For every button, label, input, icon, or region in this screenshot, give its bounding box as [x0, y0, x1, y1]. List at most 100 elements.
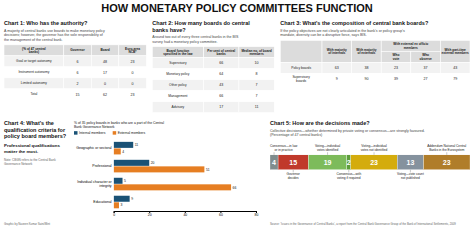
text-line: Limited autonomy — [21, 81, 47, 85]
table-cell — [91, 67, 119, 78]
text-line: 66 — [219, 61, 223, 65]
text-line: Total — [30, 92, 37, 96]
table-cell — [440, 40, 470, 62]
text-line: not published — [401, 176, 420, 180]
table-cell — [411, 51, 441, 62]
cell-value: 64 — [219, 72, 223, 76]
text-line: banks — [217, 52, 226, 56]
row-label: Advisory — [172, 105, 185, 109]
table-cell — [91, 45, 119, 56]
chart-root: HOW MONETARY POLICY COMMITTEES FUNCTION C… — [0, 0, 474, 227]
column-header: Median no. of boardmembers — [241, 49, 271, 57]
table-cell — [322, 40, 352, 62]
bar-segment — [270, 155, 278, 170]
table-cell — [204, 47, 239, 58]
chart-title: Chart 3: What's the composition of centr… — [280, 20, 429, 26]
text-line: 0 — [132, 71, 134, 75]
data-label: 19 — [324, 159, 332, 166]
table-cell — [64, 89, 92, 100]
table-cell — [322, 62, 352, 73]
row-label: Instrument autonomy — [18, 70, 49, 74]
text-line: 37 — [424, 66, 428, 70]
bar — [114, 178, 123, 184]
text-line: 8 — [256, 72, 258, 76]
text-line: Professional — [92, 164, 111, 168]
segment-label: Governordecides — [287, 172, 301, 180]
bar — [114, 196, 130, 202]
text-line: Educational — [93, 200, 112, 204]
text-line: 6 — [77, 71, 79, 75]
text-line: 4 — [272, 159, 276, 166]
bar — [114, 166, 205, 172]
text-line: Banks in the Eurosystem — [429, 148, 465, 152]
data-label: 4 — [122, 150, 124, 154]
text-line: 63 — [335, 66, 339, 70]
text-line: integrity — [99, 184, 112, 188]
segment-label: Voting—vote countnot published — [397, 172, 424, 180]
text-line: votes not identified — [361, 148, 388, 152]
text-line: 2 — [77, 82, 79, 86]
table-cell — [239, 58, 274, 69]
table-cell — [352, 73, 382, 84]
text-line: 48 — [103, 60, 107, 64]
text-line: 23 — [131, 93, 135, 97]
segment-label: Consensus—withvoting if required — [336, 172, 361, 180]
annotation: Note: CBGN refers to the Central BankGov… — [4, 158, 56, 166]
table-cell — [381, 62, 411, 73]
table-cell — [204, 80, 239, 91]
cell-value: 17 — [103, 71, 107, 75]
cell-value: 7 — [256, 83, 258, 87]
table-cell — [119, 67, 147, 78]
bars — [114, 142, 231, 208]
segment-label: Voting—individualvotes identified — [315, 144, 341, 152]
bar-segment — [351, 155, 397, 170]
text-line: Chart 4: What's the — [4, 120, 54, 126]
text-line: Management — [168, 94, 187, 98]
text-line: Goal or target autonomy — [16, 59, 52, 63]
credit: Graphic by Naveen Kumar Saini/Mint — [4, 222, 50, 226]
text-line: of externals — [357, 51, 375, 55]
tick: Educational — [93, 200, 112, 204]
cell-value: 37 — [424, 66, 428, 70]
tick: Geographic or sectoral — [76, 146, 112, 150]
table-cell — [204, 91, 239, 102]
column-header: Governor — [70, 48, 85, 52]
row-label: Total — [30, 92, 37, 96]
table-cell — [411, 73, 441, 84]
text-line: Chart 3: What's the composition of centr… — [280, 20, 429, 26]
leader-line — [348, 170, 349, 173]
text-line: 3 — [120, 203, 122, 207]
chart-subtitle: A majority of central banks use boards t… — [4, 29, 105, 42]
row-label: Management — [168, 94, 187, 98]
cell-value: 27 — [424, 77, 428, 81]
text-line: HOW MONETARY POLICY COMMITTEES FUNCTION — [101, 2, 373, 14]
cell-value: 79 — [453, 77, 457, 81]
table-cell — [152, 102, 203, 113]
text-line: Instrument autonomy — [18, 70, 49, 74]
text-line: matter the most. — [4, 149, 38, 154]
column-header: Board functionspecified in the law — [163, 49, 193, 57]
leader-line — [374, 152, 375, 155]
text-line: 64 — [219, 72, 223, 76]
text-line: 23 — [443, 159, 451, 166]
column-header: Per cent of centralbanks — [207, 49, 235, 57]
cell-value: 66 — [219, 61, 223, 65]
chart-subtitle: Around two out of every three central ba… — [152, 35, 239, 44]
row-label: Limited autonomy — [21, 81, 47, 85]
data-label: 23 — [370, 159, 378, 166]
cell-value: 2 — [77, 82, 79, 86]
text-line: Chart 5: How are the decisions made? — [270, 120, 370, 126]
data-label: 15 — [289, 159, 297, 166]
table-cell — [411, 62, 441, 73]
text-line: Governor — [70, 48, 85, 52]
cell-value: 62 — [103, 93, 107, 97]
row-label: Other policy — [169, 83, 187, 87]
text-line: members — [404, 46, 418, 50]
text-line: 13 — [407, 159, 415, 166]
table-panel: Chart 2: How many boards do centralbanks… — [152, 20, 274, 112]
text-line: 43 — [453, 66, 457, 70]
data-label: 9 — [131, 197, 133, 201]
x-axis: 020406080 — [113, 211, 258, 217]
tick-label: Individual character orintegrity — [77, 180, 112, 188]
cell-value: 66 — [219, 94, 223, 98]
